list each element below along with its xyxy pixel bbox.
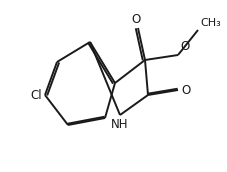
Text: NH: NH xyxy=(111,118,128,131)
Text: CH₃: CH₃ xyxy=(199,18,220,28)
Text: O: O xyxy=(131,13,140,26)
Text: O: O xyxy=(180,40,189,53)
Text: O: O xyxy=(181,83,190,96)
Text: Cl: Cl xyxy=(30,89,41,101)
